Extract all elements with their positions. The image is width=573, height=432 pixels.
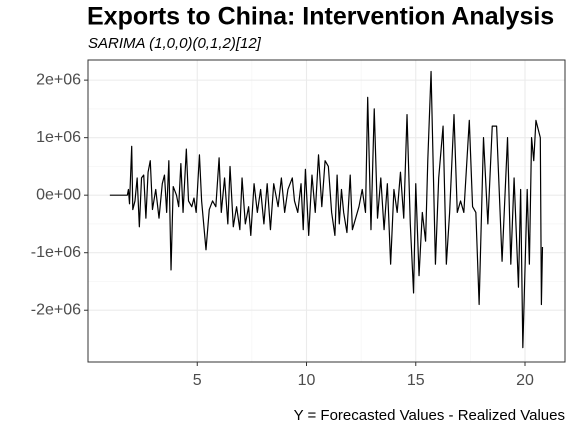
y-tick-label: 2e+06 (36, 71, 81, 88)
y-tick-label: -1e+06 (31, 244, 81, 261)
y-tick-label: 0e+00 (36, 186, 81, 203)
x-tick-label: 20 (516, 372, 534, 389)
y-tick-label: -2e+06 (31, 301, 81, 318)
chart-subtitle: SARIMA (1,0,0)(0,1,2)[12] (88, 35, 262, 52)
y-tick-label: 1e+06 (36, 129, 81, 146)
x-tick-label: 15 (407, 372, 425, 389)
chart-title: Exports to China: Intervention Analysis (87, 3, 554, 31)
panel-border (87, 59, 566, 363)
panel (88, 60, 565, 362)
caption: Y = Forecasted Values - Realized Values (294, 407, 565, 424)
series-line (109, 70, 544, 349)
x-tick-label: 10 (298, 372, 316, 389)
x-tick-label: 5 (193, 372, 202, 389)
